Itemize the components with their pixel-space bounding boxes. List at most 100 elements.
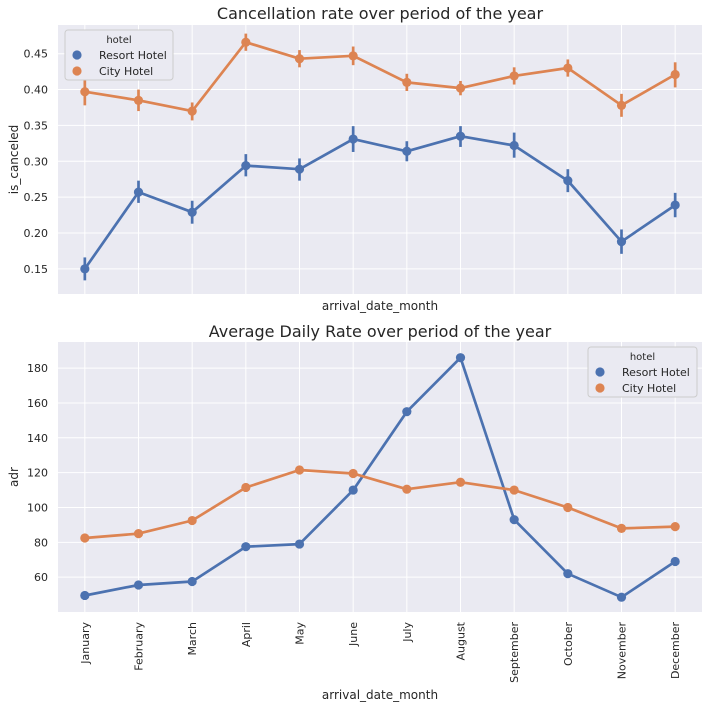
y-tick-label: 0.25 [24, 191, 49, 204]
legend-title: hotel [630, 352, 655, 363]
x-tick-label: July [401, 622, 414, 643]
data-point [509, 140, 519, 151]
x-tick-label: April [240, 622, 253, 647]
series-line [84, 356, 676, 599]
series-resort-hotel [80, 353, 680, 602]
data-point [80, 87, 90, 97]
data-point [563, 176, 573, 186]
x-tick-label: January [79, 622, 92, 665]
chart-2: 60 80 100 120 140 160 180 January February March A… [7, 322, 702, 702]
data-point [509, 515, 519, 525]
y-tick-label: 0.40 [24, 84, 49, 97]
data-point [670, 556, 680, 567]
legend-box [587, 346, 698, 398]
data-point [509, 71, 519, 81]
y-tick-label: 140 [27, 432, 48, 445]
data-point [80, 533, 90, 543]
x-tick-label: February [133, 622, 146, 671]
legend-title: hotel [106, 35, 131, 46]
y-tick-label: 120 [27, 467, 48, 480]
data-point [348, 468, 358, 479]
legend-marker [595, 383, 605, 393]
data-point [241, 37, 251, 47]
y-tick-label: 80 [34, 536, 48, 549]
chart-title: Cancellation rate over period of the yea… [217, 4, 544, 23]
y-tick-label: 60 [34, 571, 48, 584]
data-point [402, 407, 412, 417]
data-point [294, 539, 305, 549]
data-point [563, 63, 573, 73]
legend-box [64, 29, 174, 81]
legend-label: Resort Hotel [622, 366, 690, 379]
x-tick-label: December [669, 622, 682, 680]
data-point [402, 77, 412, 87]
legend-label: Resort Hotel [99, 49, 167, 62]
data-point [616, 237, 627, 247]
y-tick-label: 100 [27, 501, 48, 514]
y-tick-label: 0.45 [24, 48, 49, 61]
data-point [670, 200, 680, 210]
y-tick-label: 0.30 [24, 155, 49, 168]
data-point [509, 485, 519, 495]
y-tick-label: 0.15 [24, 263, 49, 276]
data-point [187, 207, 197, 217]
y-axis-label: adr [7, 467, 21, 487]
series-city-hotel [80, 465, 680, 543]
data-point [187, 106, 197, 116]
data-point [616, 523, 627, 533]
data-point [563, 569, 573, 579]
data-point [348, 134, 358, 144]
x-tick-label: August [455, 621, 468, 660]
data-point [455, 477, 466, 487]
data-point [294, 465, 305, 475]
data-point [133, 580, 144, 590]
chart-1: 0.15 0.20 0.25 0.30 0.35 0.40 0.45 Cancellation… [7, 4, 702, 313]
x-tick-label: October [562, 622, 575, 666]
data-point [294, 164, 305, 174]
data-point [616, 100, 627, 110]
data-point [616, 592, 627, 602]
data-point [133, 529, 144, 539]
y-tick-label: 160 [27, 397, 48, 410]
x-tick-label: November [616, 622, 629, 680]
y-tick-label: 180 [27, 362, 48, 375]
x-axis-label: arrival_date_month [322, 299, 438, 313]
series-resort-hotel [80, 126, 680, 281]
data-point [187, 515, 197, 526]
data-point [241, 542, 251, 552]
data-point [133, 187, 144, 197]
legend-label: City Hotel [622, 382, 676, 395]
x-tick-label: June [347, 622, 360, 647]
x-tick-label: March [186, 622, 199, 656]
data-point [455, 131, 466, 141]
x-axis-label: arrival_date_month [322, 688, 438, 702]
legend-label: City Hotel [99, 65, 153, 78]
data-point [133, 95, 144, 105]
data-point [187, 576, 197, 587]
data-point [241, 482, 251, 493]
data-point [563, 502, 573, 513]
data-point [348, 485, 358, 495]
data-point [670, 69, 680, 80]
data-point [294, 54, 305, 64]
data-point [402, 146, 412, 156]
legend-marker [595, 367, 605, 377]
series-city-hotel [80, 33, 680, 121]
series-line [84, 40, 676, 113]
chart-title: Average Daily Rate over period of the ye… [209, 322, 552, 341]
legend-marker [72, 66, 82, 76]
y-axis-label: is_canceled [7, 125, 21, 194]
data-point [80, 264, 90, 274]
x-tick-label: May [294, 622, 307, 645]
data-point [241, 160, 251, 171]
legend: hotel Resort Hotel City Hotel [64, 29, 174, 81]
y-tick-label: 0.35 [24, 119, 49, 132]
series-line [84, 468, 676, 540]
data-point [670, 522, 680, 532]
x-tick-label: September [508, 622, 521, 683]
legend: hotel Resort Hotel City Hotel [587, 346, 698, 398]
y-tick-label: 0.20 [24, 227, 49, 240]
data-point [402, 484, 412, 494]
